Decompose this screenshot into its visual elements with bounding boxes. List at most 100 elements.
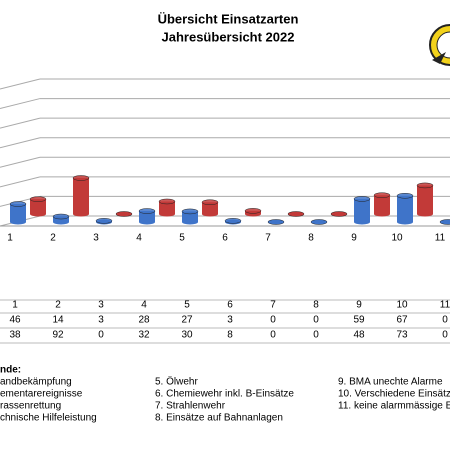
bar [95, 218, 113, 225]
table-header: 2 [55, 300, 61, 311]
logo [429, 24, 450, 66]
legend-item: chnische Hilfeleistung [0, 413, 97, 424]
bar-part [354, 198, 370, 222]
table-cell: 3 [98, 315, 104, 326]
table-header: 7 [270, 300, 276, 311]
bar-part [95, 218, 113, 224]
legend-item: 10. Verschiedene Einsätz [338, 389, 450, 400]
grid-line [0, 117, 41, 129]
table-header: 4 [141, 300, 147, 311]
table-cell: 0 [270, 330, 276, 341]
legend-heading: nde: [0, 365, 21, 376]
bar-part [373, 192, 391, 198]
bar-part [73, 177, 89, 214]
table-cell: 38 [9, 330, 21, 341]
table-header: 1 [12, 300, 18, 311]
table-cell: 0 [98, 330, 104, 341]
table-header: 11 [440, 300, 450, 311]
table-header: 6 [227, 300, 233, 311]
legend-item: ementarereignisse [0, 389, 83, 400]
table-cell: 27 [181, 315, 193, 326]
bar-part [224, 218, 242, 224]
bar-part [396, 193, 414, 199]
bar-part [72, 175, 90, 181]
grid-line [0, 78, 41, 90]
x-tick-label: 7 [265, 233, 271, 244]
table-cell: 0 [442, 315, 448, 326]
chart-subtitle: Jahresübersicht 2022 [162, 29, 295, 44]
bar-part [158, 198, 176, 205]
bar [201, 199, 219, 217]
bar [72, 175, 90, 217]
legend-item: 6. Chemiewehr inkl. B-Einsätze [155, 389, 294, 400]
grid-line [0, 176, 41, 188]
table-cell: 14 [52, 315, 64, 326]
legend-item: andbekämpfung [0, 377, 72, 388]
bar [310, 219, 328, 225]
legend-item: 9. BMA unechte Alarme [338, 377, 443, 388]
bar [267, 219, 285, 225]
table-cell: 46 [9, 315, 21, 326]
bar-part [310, 219, 328, 225]
bar-part [138, 208, 156, 214]
table-header: 3 [98, 300, 104, 311]
grid-line [0, 98, 41, 110]
bar-part [159, 201, 175, 214]
legend-item: 11. keine alarmmässige E [338, 401, 450, 412]
x-tick-label: 2 [50, 233, 56, 244]
x-tick-label: 4 [136, 233, 142, 244]
bar [439, 219, 450, 225]
table-cell: 3 [227, 315, 233, 326]
bar-part [397, 195, 413, 222]
bar [138, 208, 156, 225]
bar-part [374, 195, 390, 214]
table-cell: 0 [270, 315, 276, 326]
legend-item: 5. Ölwehr [155, 376, 198, 388]
bar-part [353, 196, 371, 202]
bar-part [30, 199, 46, 214]
table-header: 8 [313, 300, 319, 311]
chart-title: Übersicht Einsatzarten [158, 11, 299, 26]
bar-part [29, 196, 47, 202]
bar-part [9, 201, 27, 207]
table-cell: 0 [442, 330, 448, 341]
table-cell: 73 [396, 330, 408, 341]
bar [416, 182, 434, 217]
bar [115, 211, 133, 217]
table-cell: 92 [52, 330, 64, 341]
bar [353, 196, 371, 225]
bar-part [52, 213, 70, 220]
table-cell: 28 [138, 315, 150, 326]
bar [224, 218, 242, 225]
bar [29, 196, 47, 217]
bar [244, 208, 262, 217]
legend-item: 8. Einsätze auf Bahnanlagen [155, 413, 283, 424]
x-tick-label: 10 [391, 233, 403, 244]
bar-part [115, 211, 133, 217]
bar-part [330, 211, 348, 217]
bar [373, 192, 391, 217]
bar-part [181, 208, 199, 215]
bar-part [287, 211, 305, 217]
bar-part [417, 185, 433, 214]
table-cell: 32 [138, 330, 150, 341]
bar-part [439, 219, 450, 225]
bar-part [244, 208, 262, 214]
table-cell: 59 [353, 315, 365, 326]
legend-item: 7. Strahlenwehr [155, 401, 226, 412]
bar-part [202, 202, 218, 214]
bar-part [139, 211, 155, 222]
bar-part [416, 182, 434, 189]
bar-part [201, 199, 219, 206]
table-header: 10 [396, 300, 408, 311]
bar [52, 213, 70, 225]
x-tick-label: 3 [93, 233, 99, 244]
grid-line [0, 156, 41, 168]
table-cell: 0 [313, 315, 319, 326]
bar [330, 211, 348, 217]
bar [158, 198, 176, 217]
bar-part [10, 203, 26, 222]
bar [396, 193, 414, 225]
x-tick-label: 9 [351, 233, 357, 244]
